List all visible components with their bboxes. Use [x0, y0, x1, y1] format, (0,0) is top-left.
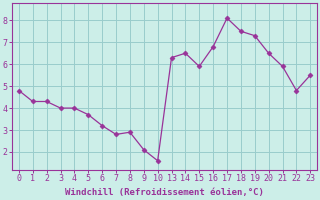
- X-axis label: Windchill (Refroidissement éolien,°C): Windchill (Refroidissement éolien,°C): [65, 188, 264, 197]
